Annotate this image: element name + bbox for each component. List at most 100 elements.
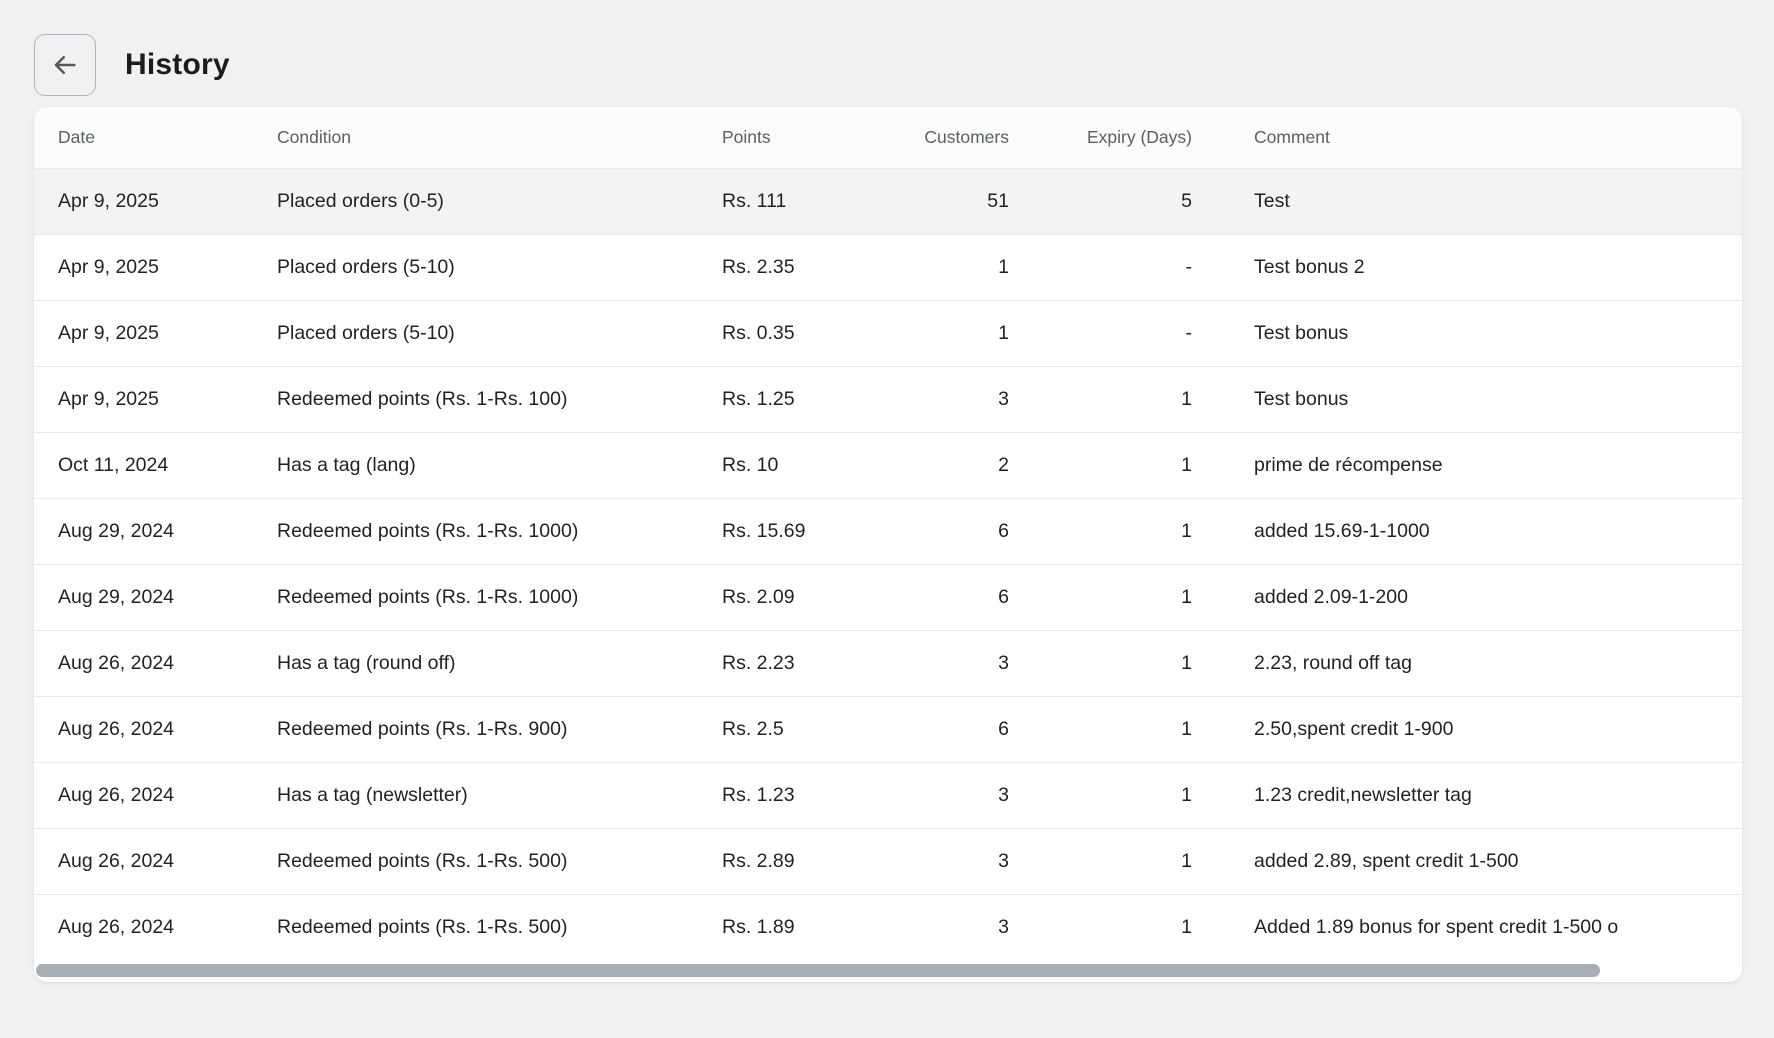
cell-date: Apr 9, 2025 (34, 366, 277, 433)
history-table-viewport: Date Condition Points Customers Expiry (Days… (34, 107, 1742, 982)
column-header-expiry: Expiry (Days) (1012, 107, 1197, 169)
cell-expiry: 1 (1181, 915, 1192, 938)
history-table: Date Condition Points Customers Expiry (Days… (34, 107, 1742, 960)
back-button[interactable] (34, 33, 96, 96)
cell-points: Rs. 2.23 (722, 630, 867, 697)
cell-condition: Redeemed points (Rs. 1-Rs. 1000) (277, 564, 722, 631)
table-row[interactable]: Aug 26, 2024 Has a tag (newsletter) Rs. 1.… (34, 762, 1742, 829)
cell-points: Rs. 111 (722, 168, 867, 235)
cell-condition: Redeemed points (Rs. 1-Rs. 900) (277, 696, 722, 763)
cell-customers: 6 (867, 696, 1012, 763)
table-row[interactable]: Apr 9, 2025 Placed orders (5-10) Rs. 0.35 1… (34, 300, 1742, 367)
cell-comment: prime de récompense (1197, 432, 1742, 499)
cell-points: Rs. 1.23 (722, 762, 867, 829)
cell-date: Aug 29, 2024 (34, 564, 277, 631)
cell-comment: 2.23, round off tag (1197, 630, 1742, 697)
cell-customers: 3 (867, 828, 1012, 895)
table-row[interactable]: Aug 29, 2024 Redeemed points (Rs. 1-Rs. 1… (34, 498, 1742, 565)
cell-customers: 6 (867, 564, 1012, 631)
column-header-points: Points (722, 107, 867, 169)
cell-expiry: 1 (1012, 564, 1197, 631)
table-row[interactable]: Apr 9, 2025 Placed orders (5-10) Rs. 2.35 1… (34, 234, 1742, 301)
cell-condition: Redeemed points (Rs. 1-Rs. 100) (277, 366, 722, 433)
cell-customers: 2 (867, 432, 1012, 499)
cell-customers: 3 (998, 915, 1009, 938)
column-header-condition: Condition (277, 107, 722, 169)
cell-points: Rs. 0.35 (722, 300, 867, 367)
cell-customers: 3 (867, 762, 1012, 829)
cell-points: Rs. 2.35 (722, 234, 867, 301)
cell-expiry: 1 (1012, 828, 1197, 895)
table-row[interactable]: Aug 26, 2024 Redeemed points (Rs. 1-Rs. 5… (34, 828, 1742, 895)
cell-date: Apr 9, 2025 (34, 168, 277, 235)
horizontal-scrollbar-thumb[interactable] (36, 964, 1600, 977)
cell-customers: 3 (867, 630, 1012, 697)
cell-points: Rs. 10 (722, 432, 867, 499)
cell-expiry: 1 (1012, 366, 1197, 433)
table-row[interactable]: Aug 29, 2024 Redeemed points (Rs. 1-Rs. 1… (34, 564, 1742, 631)
cell-condition: Placed orders (0-5) (277, 168, 722, 235)
cell-comment: Test bonus (1197, 300, 1742, 367)
cell-customers: 6 (867, 498, 1012, 565)
cell-comment: added 15.69-1-1000 (1197, 498, 1742, 565)
cell-customers: 1 (867, 300, 1012, 367)
cell-customers: 1 (867, 234, 1012, 301)
cell-expiry: 1 (1012, 630, 1197, 697)
cell-date: Oct 11, 2024 (34, 432, 277, 499)
cell-comment: added 2.89, spent credit 1-500 (1197, 828, 1742, 895)
cell-points: Rs. 2.09 (722, 564, 867, 631)
cell-points: Rs. 2.5 (722, 696, 867, 763)
table-row[interactable]: Aug 26, 2024 Redeemed points (Rs. 1-Rs. 5… (34, 894, 1742, 960)
cell-date: Apr 9, 2025 (34, 234, 277, 301)
cell-comment: Test bonus (1197, 366, 1742, 433)
cell-points: Rs. 1.25 (722, 366, 867, 433)
cell-expiry: 1 (1012, 696, 1197, 763)
cell-date: Aug 26, 2024 (34, 762, 277, 829)
cell-expiry: 1 (1012, 432, 1197, 499)
table-row[interactable]: Oct 11, 2024 Has a tag (lang) Rs. 10 2 1 prim… (34, 432, 1742, 499)
cell-condition: Has a tag (newsletter) (277, 762, 722, 829)
cell-expiry: 1 (1012, 762, 1197, 829)
cell-comment: Added 1.89 bonus for spent credit 1-500 … (1254, 915, 1619, 938)
cell-date: Aug 29, 2024 (34, 498, 277, 565)
cell-condition: Redeemed points (Rs. 1-Rs. 500) (277, 915, 568, 938)
column-header-customers: Customers (867, 107, 1012, 169)
cell-points: Rs. 15.69 (722, 498, 867, 565)
cell-expiry: - (1012, 234, 1197, 301)
page-title: History (125, 47, 230, 81)
history-card: Date Condition Points Customers Expiry (Days… (34, 107, 1742, 982)
table-row[interactable]: Apr 9, 2025 Placed orders (0-5) Rs. 111 51 5… (34, 168, 1742, 235)
cell-comment: 2.50,spent credit 1-900 (1197, 696, 1742, 763)
cell-comment: Test bonus 2 (1197, 234, 1742, 301)
cell-expiry: 5 (1012, 168, 1197, 235)
cell-condition: Placed orders (5-10) (277, 234, 722, 301)
cell-date: Aug 26, 2024 (34, 696, 277, 763)
table-row[interactable]: Apr 9, 2025 Redeemed points (Rs. 1-Rs. 10… (34, 366, 1742, 433)
cell-date: Aug 26, 2024 (58, 915, 175, 938)
cell-condition: Redeemed points (Rs. 1-Rs. 1000) (277, 498, 722, 565)
column-header-date: Date (34, 107, 277, 169)
cell-expiry: 1 (1012, 498, 1197, 565)
page-header: History (0, 0, 1774, 96)
cell-points: Rs. 1.89 (722, 915, 795, 938)
cell-comment: 1.23 credit,newsletter tag (1197, 762, 1742, 829)
table-row[interactable]: Aug 26, 2024 Has a tag (round off) Rs. 2.2… (34, 630, 1742, 697)
table-header-row: Date Condition Points Customers Expiry (Days… (34, 107, 1742, 169)
cell-customers: 51 (867, 168, 1012, 235)
cell-condition: Has a tag (lang) (277, 432, 722, 499)
cell-customers: 3 (867, 366, 1012, 433)
column-header-comment: Comment (1197, 107, 1742, 169)
horizontal-scrollbar-track[interactable] (34, 958, 1742, 982)
cell-date: Aug 26, 2024 (34, 630, 277, 697)
cell-condition: Has a tag (round off) (277, 630, 722, 697)
arrow-left-icon (50, 50, 80, 80)
cell-points: Rs. 2.89 (722, 828, 867, 895)
table-row[interactable]: Aug 26, 2024 Redeemed points (Rs. 1-Rs. 9… (34, 696, 1742, 763)
cell-expiry: - (1012, 300, 1197, 367)
cell-date: Apr 9, 2025 (34, 300, 277, 367)
cell-date: Aug 26, 2024 (34, 828, 277, 895)
cell-condition: Placed orders (5-10) (277, 300, 722, 367)
cell-comment: Test (1197, 168, 1742, 235)
cell-condition: Redeemed points (Rs. 1-Rs. 500) (277, 828, 722, 895)
cell-comment: added 2.09-1-200 (1197, 564, 1742, 631)
